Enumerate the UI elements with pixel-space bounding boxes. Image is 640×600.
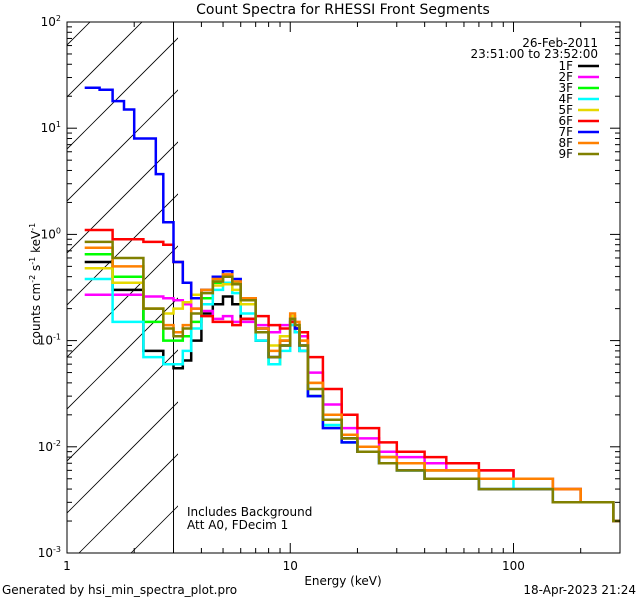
y-axis-label-unit: keV [29,230,43,257]
hatch-line [67,141,178,254]
date-text: 26-Feb-2011 [522,36,598,50]
y-tick-label: 100 [41,226,61,241]
hatch-line [67,89,178,202]
hatch-line [78,453,178,553]
background-hatch-region [67,13,640,553]
series-line-5f [84,267,620,523]
annotation-background: Includes Background [187,505,312,519]
legend-label: 9F [558,147,573,161]
y-axis-label-base: counts cm [29,283,43,345]
y-axis-label-exp2: -1 [28,257,37,265]
series-line-9f [84,240,620,523]
plot-frame [66,21,621,554]
x-tick-label: 10 [283,559,298,573]
footer-timestamp: 18-Apr-2023 21:24 [523,583,636,597]
y-tick-label: 10-3 [38,545,61,560]
svg-text:counts cm-2 s-1 keV-1: counts cm-2 s-1 keV-1 [28,223,43,345]
hatch-line [67,349,178,462]
y-tick-label: 10-2 [38,439,61,454]
series-layer [84,86,620,523]
annotation-attenuator: Att A0, FDecim 1 [187,518,288,532]
x-tick-label: 1 [63,559,71,573]
series-line-3f [84,253,620,523]
time-range-text: 23:51:00 to 23:52:00 [471,47,598,61]
hatch-line [67,245,178,358]
legend-label: 6F [558,114,573,128]
y-tick-label: 10-1 [38,333,61,348]
axis-ticks: 1 10 100 10-3 10-2 10-1 100 101 102 [38,14,621,573]
date-label: 26-Feb-2011 23:51:00 to 23:52:00 [471,36,598,61]
legend-label: 7F [558,125,573,139]
series-line-1f [84,260,620,523]
hatch-line [235,13,640,553]
y-tick-label: 102 [41,14,61,29]
y-tick-label: 101 [41,120,61,135]
series-line-8f [84,246,620,523]
y-axis-label-mid: s [29,265,43,275]
legend-label: 1F [558,59,573,73]
hatch-line [67,22,91,46]
series-line-7f [84,86,620,523]
chart-title: Count Spectra for RHESSI Front Segments [196,2,490,18]
hatch-line [67,401,178,514]
series-line-4f [84,277,620,523]
y-axis-label-exp3: -1 [28,223,37,231]
hatch-line [67,193,178,306]
series-line-6f [84,228,620,523]
y-axis-label: counts cm-2 s-1 keV-1 [28,223,43,345]
footer-generated-by: Generated by hsi_min_spectra_plot.pro [2,583,237,597]
legend-label: 4F [558,92,573,106]
y-axis-label-exp1: -2 [28,275,37,283]
x-tick-label: 100 [502,559,525,573]
legend-label: 8F [558,136,573,150]
x-axis-label: Energy (keV) [304,574,381,588]
legend-label: 3F [558,81,573,95]
legend-label: 5F [558,103,573,117]
legend-label: 2F [558,70,573,84]
hatch-line [67,37,178,150]
